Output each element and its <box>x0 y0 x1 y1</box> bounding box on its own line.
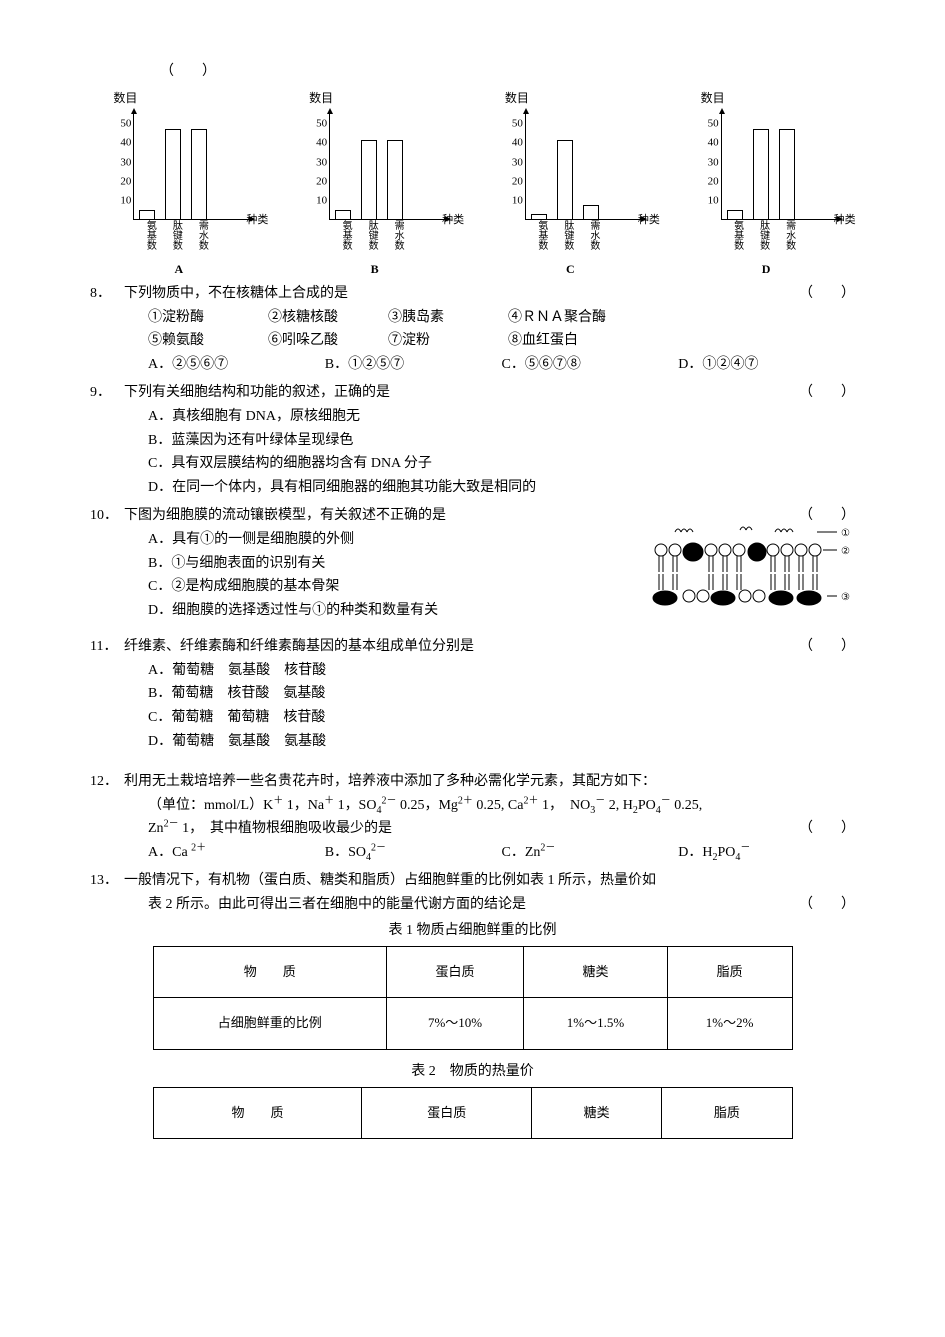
svg-text:②: ② <box>841 546 850 557</box>
q8-stem: 下列物质中，不在核糖体上合成的是 <box>124 282 855 306</box>
q12-options: A．Ca 2＋ B．SO42－ C．Zn2－ D．H2PO4－ <box>90 841 855 865</box>
t1-v0: 7%～10% <box>386 998 523 1049</box>
q9-opt-B: B．蓝藻因为还有叶绿体呈现绿色 <box>148 429 855 453</box>
q8-item-3: ③胰岛素 <box>388 306 508 330</box>
q12-num: 12． <box>90 770 124 794</box>
q8-item-1: ①淀粉酶 <box>148 306 268 330</box>
q8-opt-A: A．②⑤⑥⑦ <box>148 353 325 377</box>
t1-v1: 1%～1.5% <box>524 998 668 1049</box>
question-9: 9． 下列有关细胞结构和功能的叙述，正确的是 （ ） A．真核细胞有 DNA，原… <box>90 381 855 500</box>
q8-items: ①淀粉酶 ②核糖核酸 ③胰岛素 ④ＲＮＡ聚合酶 ⑤赖氨酸 ⑥吲哚乙酸 ⑦淀粉 ⑧… <box>90 306 855 354</box>
q12-stem: 利用无土栽培培养一些名贵花卉时，培养液中添加了多种必需化学元素，其配方如下： <box>124 770 855 794</box>
t1-h1: 蛋白质 <box>386 947 523 998</box>
q9-options: A．真核细胞有 DNA，原核细胞无 B．蓝藻因为还有叶绿体呈现绿色 C．具有双层… <box>90 405 855 500</box>
table-row: 物 质 蛋白质 糖类 脂质 <box>153 1088 792 1139</box>
chart-A: 数目1020304050氨基数肽键数需水数种类A <box>101 92 256 262</box>
table-2: 物 质 蛋白质 糖类 脂质 <box>153 1087 793 1139</box>
q10-opt-C: C．②是构成细胞膜的基本骨架 <box>148 575 639 599</box>
svg-text:③: ③ <box>841 592 850 603</box>
chart-B: 数目1020304050氨基数肽键数需水数种类B <box>297 92 452 262</box>
q8-options: A．②⑤⑥⑦ B．①②⑤⑦ C．⑤⑥⑦⑧ D．①②④⑦ <box>90 353 855 377</box>
q12-formula: （单位：mmol/L）K＋ 1，Na＋ 1，SO42－ 0.25，Mg2＋ 0.… <box>90 794 855 818</box>
membrane-diagram: ① ② ③ <box>645 522 855 631</box>
q9-opt-D: D．在同一个体内，具有相同细胞器的细胞其功能大致是相同的 <box>148 476 855 500</box>
question-10: 10． 下图为细胞膜的流动镶嵌模型，有关叙述不正确的是 （ ） A．具有①的一侧… <box>90 504 855 631</box>
question-12: 12． 利用无土栽培培养一些名贵花卉时，培养液中添加了多种必需化学元素，其配方如… <box>90 770 855 865</box>
q9-stem: 下列有关细胞结构和功能的叙述，正确的是 <box>124 381 855 405</box>
q8-blank: （ ） <box>799 282 855 306</box>
q13-blank: （ ） <box>799 893 855 917</box>
q10-opt-A: A．具有①的一侧是细胞膜的外侧 <box>148 528 639 552</box>
table1-title: 表 1 物质占细胞鲜重的比例 <box>90 919 855 943</box>
table-row: 物 质 蛋白质 糖类 脂质 <box>153 947 792 998</box>
top-blank: （ ） <box>90 60 855 84</box>
chart-D: 数目1020304050氨基数肽键数需水数种类D <box>689 92 844 262</box>
q8-opt-C: C．⑤⑥⑦⑧ <box>502 353 679 377</box>
q13-stem1: 一般情况下，有机物（蛋白质、糖类和脂质）占细胞鲜重的比例如表 1 所示，热量价如 <box>124 869 855 893</box>
q9-num: 9． <box>90 381 124 405</box>
q12-blank: （ ） <box>799 817 855 841</box>
q8-item-2: ②核糖核酸 <box>268 306 388 330</box>
charts-row: 数目1020304050氨基数肽键数需水数种类A 数目1020304050氨基数… <box>90 92 855 262</box>
q11-options: A．葡萄糖 氨基酸 核苷酸 B．葡萄糖 核苷酸 氨基酸 C．葡萄糖 葡萄糖 核苷… <box>90 659 855 754</box>
q11-blank: （ ） <box>799 635 855 659</box>
q8-item-4: ④ＲＮＡ聚合酶 <box>508 306 658 330</box>
q12-opt-D: D．H2PO4－ <box>678 841 855 865</box>
q9-blank: （ ） <box>799 381 855 405</box>
q8-item-5: ⑤赖氨酸 <box>148 329 268 353</box>
q11-opt-D: D．葡萄糖 氨基酸 氨基酸 <box>148 730 855 754</box>
question-11: 11． 纤维素、纤维素酶和纤维素酶基因的基本组成单位分别是 （ ） A．葡萄糖 … <box>90 635 855 754</box>
q8-num: 8． <box>90 282 124 306</box>
t1-v2: 1%～2% <box>667 998 792 1049</box>
q12-opt-B: B．SO42－ <box>325 841 502 865</box>
t2-h2: 糖类 <box>532 1088 662 1139</box>
q8-opt-D: D．①②④⑦ <box>678 353 855 377</box>
t1-h3: 脂质 <box>667 947 792 998</box>
q12-opt-C: C．Zn2－ <box>502 841 679 865</box>
q9-opt-C: C．具有双层膜结构的细胞器均含有 DNA 分子 <box>148 452 855 476</box>
q11-stem: 纤维素、纤维素酶和纤维素酶基因的基本组成单位分别是 <box>124 635 855 659</box>
q8-item-7: ⑦淀粉 <box>388 329 508 353</box>
table-1: 物 质 蛋白质 糖类 脂质 占细胞鲜重的比例 7%～10% 1%～1.5% 1%… <box>153 946 793 1049</box>
t1-h2: 糖类 <box>524 947 668 998</box>
q10-options: A．具有①的一侧是细胞膜的外侧 B．①与细胞表面的识别有关 C．②是构成细胞膜的… <box>90 528 639 623</box>
q8-item-8: ⑧血红蛋白 <box>508 329 658 353</box>
q11-num: 11． <box>90 635 124 659</box>
t2-h0: 物 质 <box>153 1088 362 1139</box>
q8-item-6: ⑥吲哚乙酸 <box>268 329 388 353</box>
t1-r0: 占细胞鲜重的比例 <box>153 998 386 1049</box>
q12-line3: Zn2－ 1， 其中植物根细胞吸收最少的是 （ ） <box>90 817 855 841</box>
q11-opt-C: C．葡萄糖 葡萄糖 核苷酸 <box>148 706 855 730</box>
q10-num: 10． <box>90 504 124 528</box>
q13-num: 13． <box>90 869 124 893</box>
q13-stem2: 表 2 所示。由此可得出三者在细胞中的能量代谢方面的结论是 <box>148 897 526 912</box>
chart-C: 数目1020304050氨基数肽键数需水数种类C <box>493 92 648 262</box>
q13-stem2-row: 表 2 所示。由此可得出三者在细胞中的能量代谢方面的结论是 （ ） <box>90 893 855 917</box>
table2-title: 表 2 物质的热量价 <box>90 1060 855 1084</box>
q10-opt-B: B．①与细胞表面的识别有关 <box>148 552 639 576</box>
table-row: 占细胞鲜重的比例 7%～10% 1%～1.5% 1%～2% <box>153 998 792 1049</box>
q10-stem: 下图为细胞膜的流动镶嵌模型，有关叙述不正确的是 <box>124 504 639 528</box>
t2-h3: 脂质 <box>662 1088 792 1139</box>
q8-opt-B: B．①②⑤⑦ <box>325 353 502 377</box>
q10-blank: （ ） <box>799 504 855 528</box>
question-13: 13． 一般情况下，有机物（蛋白质、糖类和脂质）占细胞鲜重的比例如表 1 所示，… <box>90 869 855 917</box>
q9-opt-A: A．真核细胞有 DNA，原核细胞无 <box>148 405 855 429</box>
svg-text:①: ① <box>841 528 850 539</box>
q12-opt-A: A．Ca 2＋ <box>148 841 325 865</box>
q11-opt-A: A．葡萄糖 氨基酸 核苷酸 <box>148 659 855 683</box>
t1-h0: 物 质 <box>153 947 386 998</box>
t2-h1: 蛋白质 <box>362 1088 532 1139</box>
question-8: 8． 下列物质中，不在核糖体上合成的是 （ ） ①淀粉酶 ②核糖核酸 ③胰岛素 … <box>90 282 855 377</box>
q10-opt-D: D．细胞膜的选择透过性与①的种类和数量有关 <box>148 599 639 623</box>
q11-opt-B: B．葡萄糖 核苷酸 氨基酸 <box>148 682 855 706</box>
